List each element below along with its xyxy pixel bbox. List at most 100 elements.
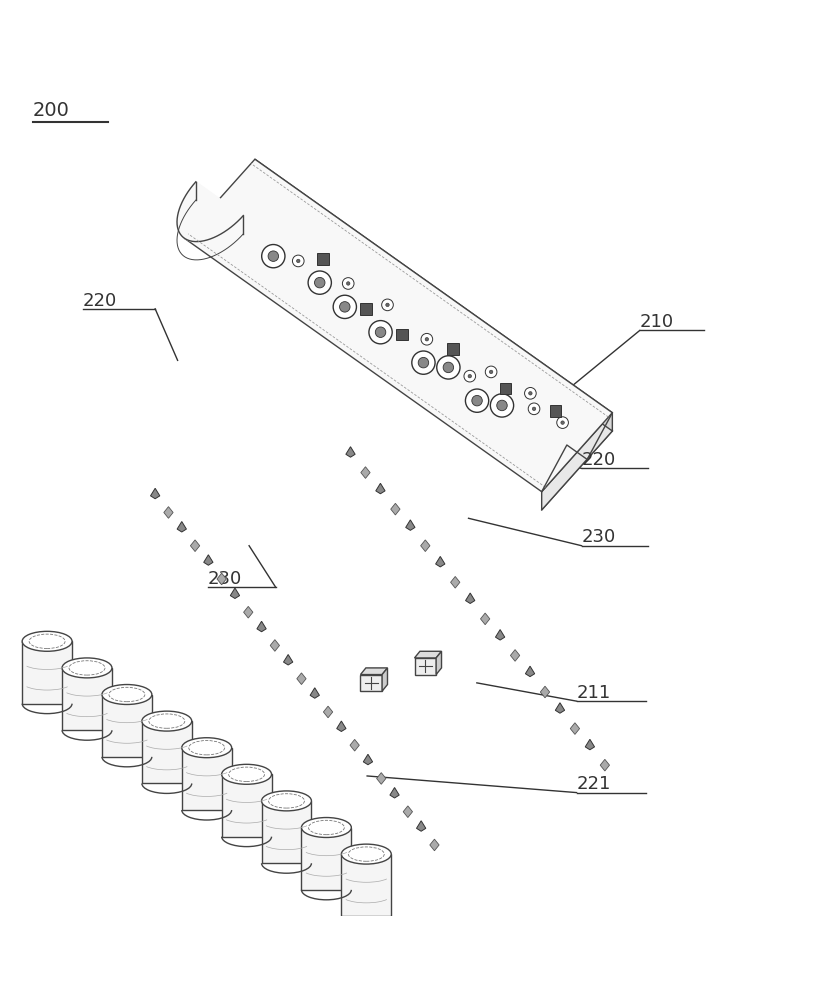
Ellipse shape xyxy=(525,387,536,399)
Ellipse shape xyxy=(557,417,569,428)
Polygon shape xyxy=(257,621,266,632)
Polygon shape xyxy=(360,668,388,675)
Polygon shape xyxy=(364,754,373,765)
Ellipse shape xyxy=(301,818,351,837)
Polygon shape xyxy=(182,748,232,810)
Ellipse shape xyxy=(346,282,350,285)
Ellipse shape xyxy=(412,351,435,374)
Polygon shape xyxy=(102,695,152,757)
Text: 200: 200 xyxy=(33,101,70,120)
Polygon shape xyxy=(447,343,459,355)
Text: 230: 230 xyxy=(581,528,615,546)
Polygon shape xyxy=(244,606,253,618)
Ellipse shape xyxy=(62,658,112,678)
Polygon shape xyxy=(163,507,173,518)
Polygon shape xyxy=(324,706,333,718)
Polygon shape xyxy=(360,303,372,315)
Text: 220: 220 xyxy=(83,292,117,310)
Ellipse shape xyxy=(375,327,386,337)
Polygon shape xyxy=(414,651,441,658)
Ellipse shape xyxy=(142,711,192,731)
Polygon shape xyxy=(284,655,293,665)
Ellipse shape xyxy=(437,356,460,379)
Ellipse shape xyxy=(382,299,394,311)
Polygon shape xyxy=(360,675,382,691)
Ellipse shape xyxy=(23,631,72,651)
Polygon shape xyxy=(396,329,408,340)
Text: 210: 210 xyxy=(640,313,674,331)
Polygon shape xyxy=(23,641,72,704)
Polygon shape xyxy=(420,540,430,552)
Polygon shape xyxy=(416,821,426,831)
Polygon shape xyxy=(217,573,226,585)
Text: 220: 220 xyxy=(581,451,615,469)
Ellipse shape xyxy=(343,278,354,289)
Polygon shape xyxy=(376,483,385,494)
Polygon shape xyxy=(177,182,244,242)
Ellipse shape xyxy=(465,389,489,412)
Ellipse shape xyxy=(293,255,304,267)
Polygon shape xyxy=(570,723,580,734)
Polygon shape xyxy=(414,658,436,675)
Polygon shape xyxy=(297,673,306,685)
Ellipse shape xyxy=(532,407,535,411)
Polygon shape xyxy=(142,721,192,783)
Polygon shape xyxy=(436,651,441,675)
Ellipse shape xyxy=(102,685,152,704)
Ellipse shape xyxy=(369,321,392,344)
Polygon shape xyxy=(255,159,612,431)
Ellipse shape xyxy=(497,400,507,411)
Ellipse shape xyxy=(222,764,272,784)
Polygon shape xyxy=(391,503,400,515)
Polygon shape xyxy=(600,759,610,771)
Polygon shape xyxy=(465,593,475,603)
Ellipse shape xyxy=(262,791,311,811)
Polygon shape xyxy=(310,688,319,698)
Ellipse shape xyxy=(443,362,454,373)
Polygon shape xyxy=(555,703,565,713)
Polygon shape xyxy=(177,522,187,532)
Polygon shape xyxy=(450,576,460,588)
Polygon shape xyxy=(550,405,561,417)
Text: 230: 230 xyxy=(208,570,242,588)
Polygon shape xyxy=(337,721,346,731)
Polygon shape xyxy=(495,630,505,640)
Polygon shape xyxy=(190,540,199,552)
Polygon shape xyxy=(262,801,311,863)
Polygon shape xyxy=(382,668,388,691)
Ellipse shape xyxy=(339,302,350,312)
Polygon shape xyxy=(270,640,279,651)
Polygon shape xyxy=(62,668,112,730)
Polygon shape xyxy=(230,588,239,598)
Polygon shape xyxy=(430,839,440,851)
Ellipse shape xyxy=(182,738,232,758)
Ellipse shape xyxy=(464,370,475,382)
Ellipse shape xyxy=(268,251,279,261)
Polygon shape xyxy=(350,739,359,751)
Ellipse shape xyxy=(262,245,285,268)
Ellipse shape xyxy=(560,421,565,424)
Polygon shape xyxy=(341,854,391,916)
Polygon shape xyxy=(525,666,535,677)
Ellipse shape xyxy=(425,337,429,341)
Polygon shape xyxy=(317,253,329,265)
Polygon shape xyxy=(500,383,511,394)
Polygon shape xyxy=(542,413,612,510)
Ellipse shape xyxy=(418,357,429,368)
Polygon shape xyxy=(540,686,550,698)
Ellipse shape xyxy=(485,366,497,378)
Polygon shape xyxy=(435,556,445,567)
Polygon shape xyxy=(405,520,415,530)
Ellipse shape xyxy=(386,303,389,307)
Ellipse shape xyxy=(333,295,356,319)
Polygon shape xyxy=(203,555,213,565)
Polygon shape xyxy=(184,159,612,492)
Ellipse shape xyxy=(490,370,493,374)
Polygon shape xyxy=(346,447,355,457)
Polygon shape xyxy=(361,467,370,478)
Ellipse shape xyxy=(308,271,331,294)
Ellipse shape xyxy=(297,259,300,263)
Ellipse shape xyxy=(314,277,325,288)
Polygon shape xyxy=(585,739,595,750)
Ellipse shape xyxy=(472,395,482,406)
